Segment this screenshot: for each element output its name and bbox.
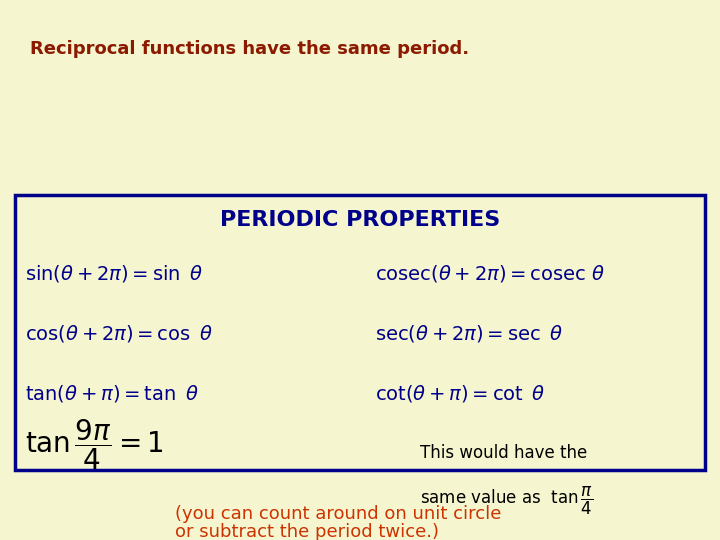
Text: $\cos(\theta + 2\pi) = \cos\ \theta$: $\cos(\theta + 2\pi) = \cos\ \theta$ bbox=[25, 322, 213, 343]
Text: $\mathrm{cosec}(\theta + 2\pi) = \mathrm{cosec}\ \theta$: $\mathrm{cosec}(\theta + 2\pi) = \mathrm… bbox=[375, 262, 605, 284]
Text: $\sin(\theta + 2\pi) = \sin\ \theta$: $\sin(\theta + 2\pi) = \sin\ \theta$ bbox=[25, 262, 203, 284]
Text: PERIODIC PROPERTIES: PERIODIC PROPERTIES bbox=[220, 210, 500, 230]
Text: (you can count around on unit circle: (you can count around on unit circle bbox=[175, 505, 501, 523]
Text: $\tan\dfrac{9\pi}{4} = 1$: $\tan\dfrac{9\pi}{4} = 1$ bbox=[25, 417, 164, 472]
Bar bbox=[15, 195, 705, 470]
Text: $\sec(\theta + 2\pi) = \sec\ \theta$: $\sec(\theta + 2\pi) = \sec\ \theta$ bbox=[375, 322, 563, 343]
Text: same value as  $\tan\dfrac{\pi}{4}$: same value as $\tan\dfrac{\pi}{4}$ bbox=[420, 485, 593, 517]
Text: This would have the: This would have the bbox=[420, 444, 588, 462]
Text: or subtract the period twice.): or subtract the period twice.) bbox=[175, 523, 439, 540]
Text: $\tan(\theta + \pi) = \tan\ \theta$: $\tan(\theta + \pi) = \tan\ \theta$ bbox=[25, 382, 199, 403]
Text: $\cot(\theta + \pi) = \cot\ \theta$: $\cot(\theta + \pi) = \cot\ \theta$ bbox=[375, 382, 546, 403]
Text: Reciprocal functions have the same period.: Reciprocal functions have the same perio… bbox=[30, 40, 469, 58]
